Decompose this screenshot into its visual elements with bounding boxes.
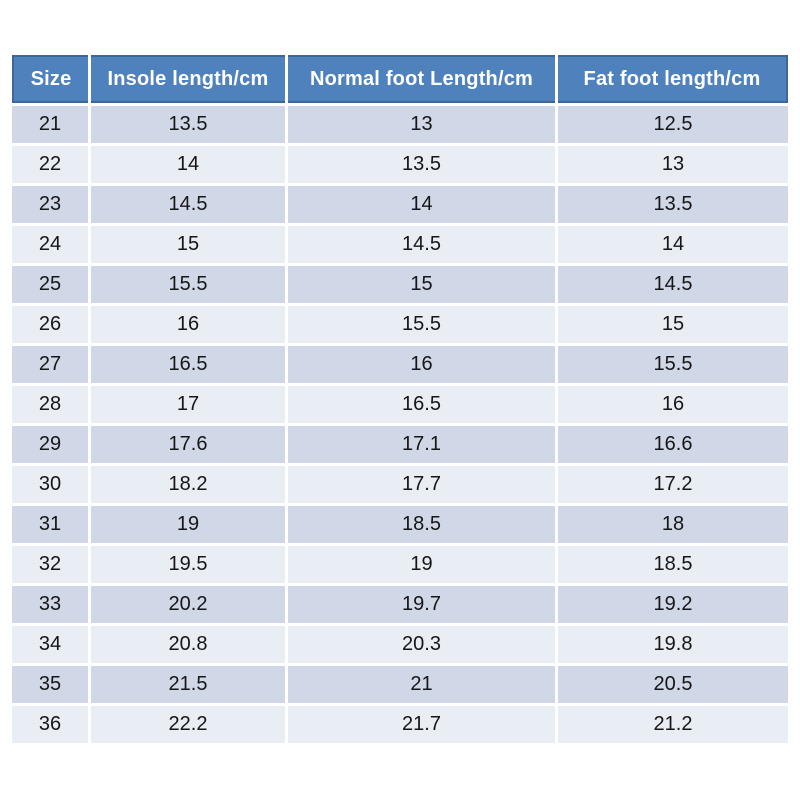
shoe-size-chart: Size Insole length/cm Normal foot Length… <box>9 52 791 746</box>
length-cell: 19.7 <box>288 586 555 623</box>
size-cell: 24 <box>12 226 88 263</box>
length-cell: 13 <box>288 106 555 143</box>
length-cell: 15 <box>558 306 788 343</box>
size-cell: 25 <box>12 266 88 303</box>
size-cell: 26 <box>12 306 88 343</box>
length-cell: 14 <box>288 186 555 223</box>
length-cell: 18.5 <box>288 506 555 543</box>
size-cell: 23 <box>12 186 88 223</box>
length-cell: 16.5 <box>288 386 555 423</box>
size-table-header: Size Insole length/cm Normal foot Length… <box>12 55 788 103</box>
size-cell: 33 <box>12 586 88 623</box>
table-row: 30 18.2 17.7 17.2 <box>12 466 788 503</box>
length-cell: 15.5 <box>91 266 285 303</box>
length-cell: 15.5 <box>288 306 555 343</box>
length-cell: 15.5 <box>558 346 788 383</box>
size-cell: 28 <box>12 386 88 423</box>
length-cell: 14.5 <box>288 226 555 263</box>
length-cell: 14.5 <box>558 266 788 303</box>
length-cell: 16 <box>288 346 555 383</box>
length-cell: 14 <box>91 146 285 183</box>
table-row: 27 16.5 16 15.5 <box>12 346 788 383</box>
length-cell: 20.5 <box>558 666 788 703</box>
length-cell: 17.6 <box>91 426 285 463</box>
size-cell: 32 <box>12 546 88 583</box>
length-cell: 18.2 <box>91 466 285 503</box>
length-cell: 20.8 <box>91 626 285 663</box>
size-cell: 36 <box>12 706 88 743</box>
length-cell: 12.5 <box>558 106 788 143</box>
length-cell: 14.5 <box>91 186 285 223</box>
length-cell: 17 <box>91 386 285 423</box>
size-table: Size Insole length/cm Normal foot Length… <box>9 52 791 746</box>
length-cell: 19.5 <box>91 546 285 583</box>
column-header-fat-foot-length: Fat foot length/cm <box>558 55 788 103</box>
length-cell: 16.6 <box>558 426 788 463</box>
table-row: 21 13.5 13 12.5 <box>12 106 788 143</box>
size-cell: 31 <box>12 506 88 543</box>
length-cell: 20.2 <box>91 586 285 623</box>
length-cell: 13 <box>558 146 788 183</box>
length-cell: 21.5 <box>91 666 285 703</box>
table-row: 36 22.2 21.7 21.2 <box>12 706 788 743</box>
column-header-size: Size <box>12 55 88 103</box>
length-cell: 16.5 <box>91 346 285 383</box>
length-cell: 22.2 <box>91 706 285 743</box>
table-row: 34 20.8 20.3 19.8 <box>12 626 788 663</box>
length-cell: 21.7 <box>288 706 555 743</box>
header-row: Size Insole length/cm Normal foot Length… <box>12 55 788 103</box>
size-cell: 29 <box>12 426 88 463</box>
size-cell: 35 <box>12 666 88 703</box>
size-cell: 27 <box>12 346 88 383</box>
length-cell: 13.5 <box>558 186 788 223</box>
length-cell: 16 <box>91 306 285 343</box>
length-cell: 13.5 <box>288 146 555 183</box>
length-cell: 19 <box>288 546 555 583</box>
size-cell: 22 <box>12 146 88 183</box>
length-cell: 19 <box>91 506 285 543</box>
length-cell: 17.1 <box>288 426 555 463</box>
size-cell: 21 <box>12 106 88 143</box>
table-row: 31 19 18.5 18 <box>12 506 788 543</box>
length-cell: 18 <box>558 506 788 543</box>
length-cell: 13.5 <box>91 106 285 143</box>
table-row: 28 17 16.5 16 <box>12 386 788 423</box>
table-row: 24 15 14.5 14 <box>12 226 788 263</box>
length-cell: 16 <box>558 386 788 423</box>
table-row: 32 19.5 19 18.5 <box>12 546 788 583</box>
size-cell: 30 <box>12 466 88 503</box>
length-cell: 17.7 <box>288 466 555 503</box>
table-row: 29 17.6 17.1 16.6 <box>12 426 788 463</box>
length-cell: 15 <box>91 226 285 263</box>
table-row: 26 16 15.5 15 <box>12 306 788 343</box>
column-header-insole-length: Insole length/cm <box>91 55 285 103</box>
column-header-normal-foot-length: Normal foot Length/cm <box>288 55 555 103</box>
length-cell: 19.8 <box>558 626 788 663</box>
table-row: 33 20.2 19.7 19.2 <box>12 586 788 623</box>
size-cell: 34 <box>12 626 88 663</box>
length-cell: 17.2 <box>558 466 788 503</box>
length-cell: 20.3 <box>288 626 555 663</box>
length-cell: 21.2 <box>558 706 788 743</box>
size-table-body: 21 13.5 13 12.5 22 14 13.5 13 23 14.5 14 13.5 24 15 14… <box>12 106 788 743</box>
table-row: 35 21.5 21 20.5 <box>12 666 788 703</box>
length-cell: 19.2 <box>558 586 788 623</box>
length-cell: 21 <box>288 666 555 703</box>
length-cell: 15 <box>288 266 555 303</box>
table-row: 22 14 13.5 13 <box>12 146 788 183</box>
table-row: 23 14.5 14 13.5 <box>12 186 788 223</box>
table-row: 25 15.5 15 14.5 <box>12 266 788 303</box>
length-cell: 14 <box>558 226 788 263</box>
length-cell: 18.5 <box>558 546 788 583</box>
